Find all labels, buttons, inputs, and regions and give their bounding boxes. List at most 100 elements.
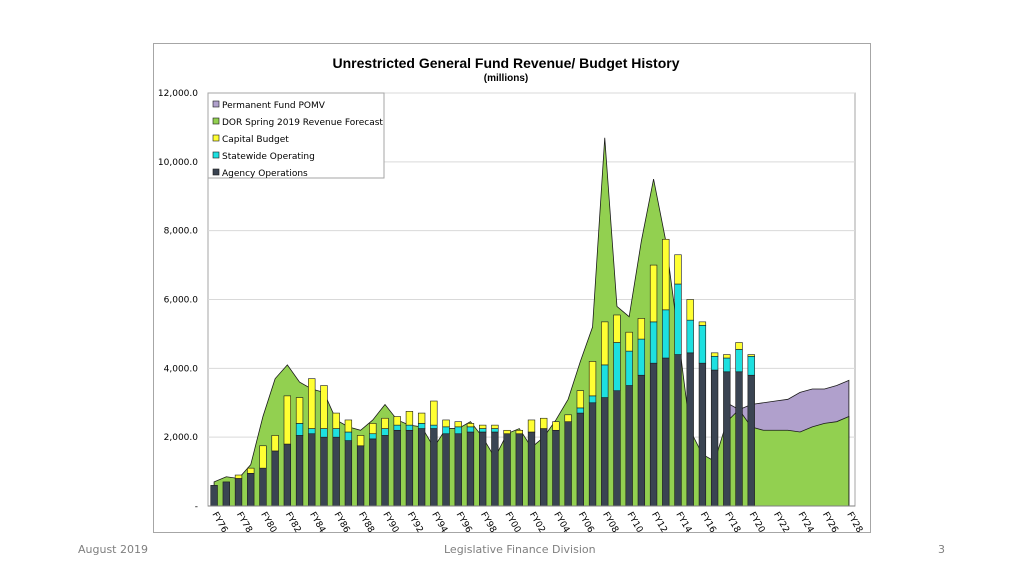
x-tick-label: FY94 bbox=[429, 511, 449, 535]
bar-capital-budget-fy81 bbox=[271, 435, 279, 452]
bar-agency-operations-fy11 bbox=[637, 374, 646, 507]
bar-agency-operations-fy96 bbox=[454, 433, 462, 507]
bar-agency-operations-fy88 bbox=[356, 445, 365, 507]
bar-statewide-operating-fy85 bbox=[320, 428, 328, 438]
legend-label: Agency Operations bbox=[222, 169, 308, 179]
bar-capital-budget-fy98 bbox=[479, 424, 487, 429]
bar-statewide-operating-fy90 bbox=[381, 428, 389, 436]
bar-agency-operations-fy91 bbox=[393, 429, 401, 507]
bar-capital-budget-fy15 bbox=[686, 299, 694, 321]
bar-capital-budget-fy78 bbox=[234, 474, 243, 479]
bar-capital-budget-fy94 bbox=[430, 400, 438, 426]
bar-capital-budget-fy19 bbox=[735, 342, 743, 350]
bar-agency-operations-fy05 bbox=[564, 421, 572, 507]
bar-statewide-operating-fy13 bbox=[662, 309, 670, 359]
bar-agency-operations-fy90 bbox=[381, 435, 389, 507]
bar-agency-operations-fy19 bbox=[735, 371, 743, 507]
x-tick-label: FY04 bbox=[551, 511, 571, 535]
footer-page-number: 3 bbox=[938, 543, 945, 556]
bar-agency-operations-fy13 bbox=[662, 357, 670, 507]
bar-capital-budget-fy79 bbox=[247, 467, 255, 474]
bar-agency-operations-fy10 bbox=[625, 385, 633, 507]
legend-swatch bbox=[212, 168, 220, 176]
bar-agency-operations-fy84 bbox=[308, 433, 316, 507]
legend-swatch bbox=[212, 151, 220, 159]
legend-swatch bbox=[212, 134, 220, 142]
bar-agency-operations-fy03 bbox=[540, 428, 548, 507]
bar-capital-budget-fy96 bbox=[454, 421, 462, 428]
legend-swatch bbox=[212, 117, 220, 125]
bar-statewide-operating-fy98 bbox=[479, 428, 487, 433]
bar-capital-budget-fy84 bbox=[308, 378, 316, 429]
bar-agency-operations-fy09 bbox=[613, 390, 621, 507]
bar-agency-operations-fy78 bbox=[234, 478, 243, 507]
bar-capital-budget-fy16 bbox=[698, 321, 707, 326]
bar-statewide-operating-fy86 bbox=[332, 428, 340, 438]
bar-agency-operations-fy02 bbox=[527, 431, 536, 507]
x-tick-label: FY82 bbox=[283, 511, 303, 535]
bar-statewide-operating-fy84 bbox=[308, 428, 316, 435]
x-tick-label: FY12 bbox=[649, 511, 669, 535]
bar-statewide-operating-fy14 bbox=[674, 283, 682, 355]
bar-agency-operations-fy80 bbox=[259, 467, 267, 507]
x-tick-label: FY92 bbox=[405, 511, 425, 535]
bar-statewide-operating-fy87 bbox=[344, 431, 353, 441]
bar-statewide-operating-fy16 bbox=[698, 325, 707, 364]
x-tick-label: FY24 bbox=[795, 511, 815, 535]
bar-agency-operations-fy94 bbox=[430, 428, 438, 507]
bar-capital-budget-fy01 bbox=[515, 429, 523, 435]
bar-agency-operations-fy04 bbox=[552, 429, 560, 507]
chart-title: Unrestricted General Fund Revenue/ Budge… bbox=[332, 55, 680, 71]
x-tick-label: FY76 bbox=[210, 511, 230, 535]
y-tick-label: 12,000.0 bbox=[158, 89, 198, 99]
bar-statewide-operating-fy95 bbox=[442, 426, 450, 435]
x-tick-label: FY84 bbox=[307, 511, 327, 535]
x-tick-label: FY16 bbox=[698, 511, 718, 535]
footer-date: August 2019 bbox=[78, 543, 148, 556]
x-tick-label: FY88 bbox=[356, 511, 376, 535]
x-tick-label: FY20 bbox=[747, 511, 767, 535]
bar-statewide-operating-fy17 bbox=[710, 355, 719, 371]
x-tick-label: FY26 bbox=[820, 511, 840, 535]
bar-agency-operations-fy17 bbox=[710, 369, 719, 507]
x-tick-label: FY10 bbox=[625, 511, 645, 535]
bar-agency-operations-fy95 bbox=[442, 433, 450, 507]
bar-capital-budget-fy88 bbox=[356, 435, 365, 447]
bar-statewide-operating-fy94 bbox=[430, 424, 438, 429]
bar-agency-operations-fy85 bbox=[320, 436, 328, 507]
bar-capital-budget-fy09 bbox=[613, 314, 621, 343]
bar-capital-budget-fy18 bbox=[723, 354, 731, 359]
x-tick-label: FY28 bbox=[844, 511, 864, 535]
bar-statewide-operating-fy89 bbox=[369, 433, 377, 440]
bar-capital-budget-fy83 bbox=[295, 397, 304, 424]
bar-capital-budget-fy91 bbox=[393, 416, 401, 426]
bar-statewide-operating-fy92 bbox=[405, 424, 414, 431]
bar-capital-budget-fy08 bbox=[601, 321, 609, 366]
x-tick-label: FY96 bbox=[454, 511, 474, 535]
bar-agency-operations-fy79 bbox=[247, 473, 255, 507]
bar-agency-operations-fy18 bbox=[723, 371, 731, 507]
x-tick-label: FY90 bbox=[380, 511, 400, 535]
bar-statewide-operating-fy99 bbox=[491, 428, 499, 433]
x-tick-label: FY14 bbox=[673, 511, 693, 535]
bar-capital-budget-fy10 bbox=[625, 331, 633, 352]
x-tick-label: FY78 bbox=[234, 511, 254, 535]
bar-statewide-operating-fy11 bbox=[637, 338, 646, 376]
bar-agency-operations-fy00 bbox=[503, 433, 511, 507]
x-tick-label: FY22 bbox=[771, 511, 791, 535]
bar-agency-operations-fy86 bbox=[332, 436, 340, 507]
bar-capital-budget-fy05 bbox=[564, 414, 572, 422]
legend-label: DOR Spring 2019 Revenue Forecast bbox=[222, 118, 383, 128]
bar-agency-operations-fy83 bbox=[295, 435, 304, 507]
bar-capital-budget-fy12 bbox=[649, 264, 658, 323]
bar-capital-budget-fy87 bbox=[344, 419, 353, 433]
footer-org: Legislative Finance Division bbox=[444, 543, 596, 556]
bar-capital-budget-fy13 bbox=[662, 238, 670, 311]
x-tick-label: FY18 bbox=[722, 511, 742, 535]
bar-agency-operations-fy87 bbox=[344, 440, 353, 507]
x-tick-label: FY08 bbox=[600, 511, 620, 535]
bar-agency-operations-fy08 bbox=[601, 397, 609, 507]
bar-agency-operations-fy98 bbox=[479, 431, 487, 507]
legend-box bbox=[207, 92, 385, 179]
bar-capital-budget-fy97 bbox=[466, 423, 475, 428]
